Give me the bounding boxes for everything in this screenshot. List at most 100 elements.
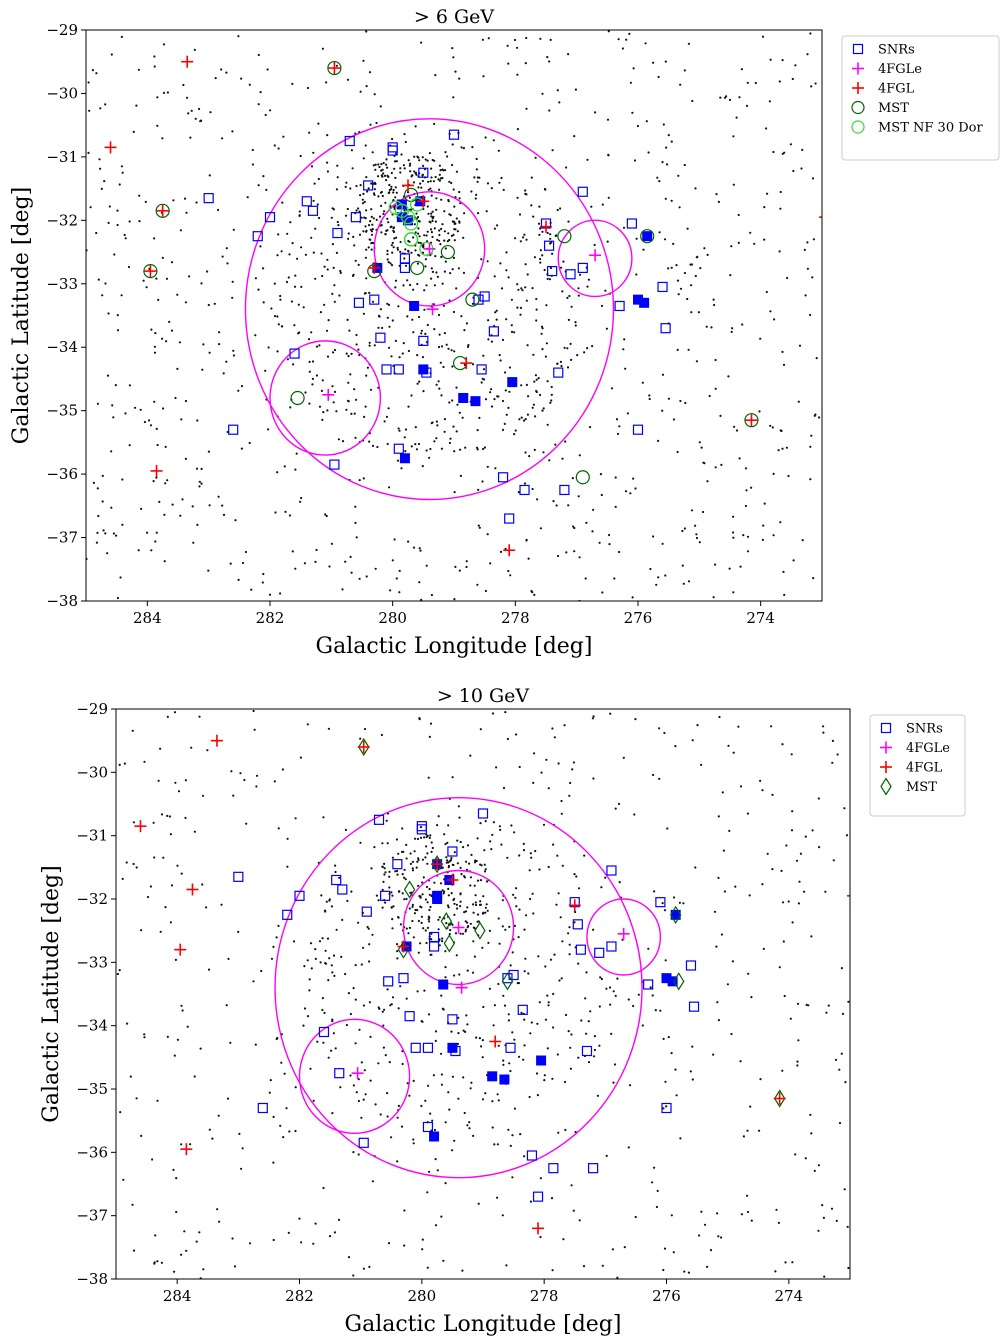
photon-dot <box>499 262 502 265</box>
photon-dot <box>393 167 396 170</box>
photon-dot <box>365 209 368 212</box>
photon-dot <box>371 300 375 303</box>
photon-dot <box>445 856 448 859</box>
photon-dot <box>518 765 521 769</box>
legend-label: 4FGL <box>906 761 943 776</box>
snr-marker <box>393 443 404 454</box>
photon-dot <box>123 762 126 765</box>
photon-dot <box>486 260 489 263</box>
photon-dot <box>200 467 203 470</box>
photon-dot <box>174 958 177 961</box>
photon-dot <box>804 294 807 297</box>
photon-dot <box>230 770 233 773</box>
photon-dot <box>428 735 431 738</box>
photon-dot <box>217 495 220 498</box>
photon-dot <box>592 777 595 780</box>
photon-dot <box>116 596 119 600</box>
photon-dot <box>279 1124 282 1127</box>
photon-dot <box>502 786 506 790</box>
snr-marker <box>294 890 305 901</box>
photon-dot <box>585 521 588 524</box>
photon-dot <box>428 887 431 891</box>
photon-dot <box>330 905 333 908</box>
photon-dot <box>419 241 422 245</box>
photon-dot <box>451 365 454 368</box>
photon-dot <box>95 72 98 75</box>
photon-dot <box>491 1126 494 1129</box>
photon-dot <box>433 440 436 443</box>
photon-dot <box>624 367 627 370</box>
photon-dot <box>419 182 422 185</box>
photon-dot <box>211 1137 214 1140</box>
photon-dot <box>406 315 409 318</box>
photon-dot <box>451 143 454 146</box>
photon-dot <box>157 779 160 782</box>
photon-dot <box>218 1220 221 1223</box>
photon-dot <box>101 500 104 503</box>
photon-dot <box>438 188 441 191</box>
photon-dot <box>406 279 409 282</box>
photon-dot <box>731 960 735 963</box>
photon-dot <box>446 859 449 862</box>
photon-dot <box>353 412 356 415</box>
photon-dot <box>570 1033 573 1036</box>
photon-dot <box>483 870 487 873</box>
photon-dot <box>132 1249 136 1252</box>
photon-dot <box>653 1166 656 1169</box>
photon-dot <box>300 246 303 249</box>
photon-dot <box>687 1271 691 1274</box>
photon-dot <box>663 238 667 241</box>
photon-dot <box>383 174 387 177</box>
photon-dot <box>363 727 367 731</box>
photon-dot <box>429 180 432 183</box>
photon-dot <box>424 856 427 859</box>
photon-dot <box>497 149 500 152</box>
photon-dot <box>490 340 493 343</box>
photon-dot <box>422 390 425 393</box>
photon-dot <box>179 514 182 517</box>
photon-dot <box>386 1115 389 1118</box>
photon-dot <box>506 44 509 47</box>
photon-dot <box>217 1114 220 1117</box>
snr-marker <box>447 846 458 857</box>
photon-dot <box>777 449 780 452</box>
photon-dot <box>658 727 661 730</box>
photon-dot <box>519 1133 522 1136</box>
photon-dot <box>383 862 386 865</box>
photon-dot <box>556 554 560 558</box>
photon-dot <box>370 867 373 870</box>
photon-dot <box>421 173 424 176</box>
photon-dot <box>341 918 344 921</box>
photon-dot <box>275 1037 278 1041</box>
photon-dot <box>635 273 638 276</box>
photon-dot <box>347 381 350 384</box>
photon-dot <box>386 442 389 446</box>
photon-dot <box>377 195 380 198</box>
photon-dot <box>326 161 329 164</box>
photon-dot <box>517 288 520 291</box>
photon-dot <box>710 326 713 329</box>
photon-events <box>116 709 850 1279</box>
y-axis-label: Galactic Latitude [deg] <box>39 865 64 1122</box>
snr-marker <box>418 335 429 346</box>
photon-dot <box>535 308 538 311</box>
photon-dot <box>715 193 718 196</box>
photon-dot <box>678 901 682 904</box>
photon-dot <box>569 1046 572 1049</box>
photon-dot <box>460 315 463 318</box>
photon-dot <box>306 1015 310 1018</box>
photon-dot <box>378 315 381 318</box>
photon-dot <box>563 1080 567 1084</box>
photon-dot <box>522 849 526 852</box>
photon-dot <box>354 505 357 508</box>
photon-dot <box>87 81 90 84</box>
photon-dot <box>533 256 537 259</box>
fgl-marker <box>417 195 430 208</box>
photon-dot <box>563 724 566 727</box>
photon-dot <box>324 910 327 913</box>
photon-dot <box>472 926 475 929</box>
photon-dot <box>501 428 505 431</box>
photon-dot <box>272 1238 275 1242</box>
photon-dot <box>392 226 396 229</box>
photon-dot <box>328 898 331 901</box>
